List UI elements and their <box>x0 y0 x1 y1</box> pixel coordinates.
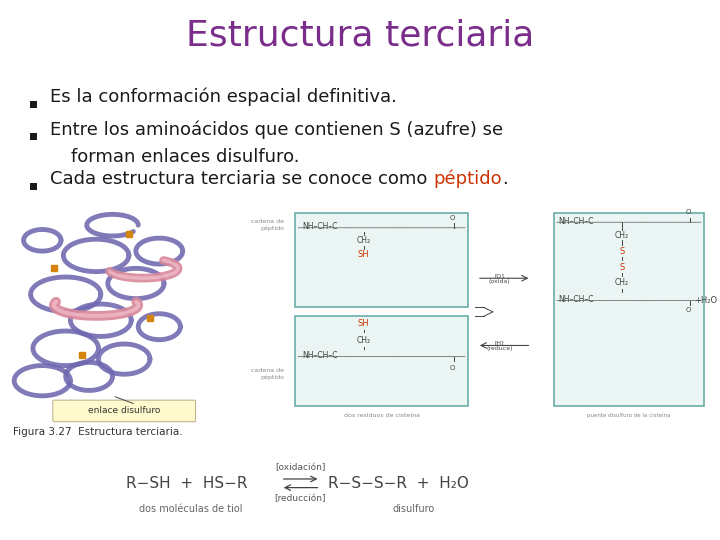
Text: S: S <box>619 247 625 256</box>
Bar <box>295 213 468 307</box>
Text: NH–CH–C: NH–CH–C <box>302 351 338 360</box>
Text: O: O <box>449 365 454 371</box>
Text: .: . <box>502 171 508 188</box>
Bar <box>30 133 37 140</box>
Text: Figura 3.27  Estructura terciaria.: Figura 3.27 Estructura terciaria. <box>13 427 183 437</box>
Text: CH₂: CH₂ <box>615 278 629 287</box>
Text: disulfuro: disulfuro <box>393 504 435 514</box>
Text: R−S−S−R  +  H₂O: R−S−S−R + H₂O <box>328 476 469 491</box>
Text: CH₂: CH₂ <box>356 336 371 346</box>
FancyBboxPatch shape <box>53 400 196 422</box>
Text: Estructura terciaria: Estructura terciaria <box>186 19 534 53</box>
Text: forman enlaces disulfuro.: forman enlaces disulfuro. <box>71 148 299 166</box>
Text: dos moléculas de tiol: dos moléculas de tiol <box>139 504 243 514</box>
Text: S: S <box>619 262 625 272</box>
Text: Cada estructura terciaria se conoce como: Cada estructura terciaria se conoce como <box>50 171 433 188</box>
Text: SH: SH <box>358 250 369 259</box>
Bar <box>295 316 468 406</box>
Bar <box>554 213 703 406</box>
Text: NH–CH–C: NH–CH–C <box>302 222 338 231</box>
Text: Es la conformación espacial definitiva.: Es la conformación espacial definitiva. <box>50 88 397 106</box>
Text: [O]
(oxida): [O] (oxida) <box>489 273 510 284</box>
Text: O: O <box>685 307 690 313</box>
Text: CH₂: CH₂ <box>356 235 371 245</box>
Text: [H]
(reduce): [H] (reduce) <box>486 340 513 351</box>
Text: dos residuos de cisteína: dos residuos de cisteína <box>343 413 420 418</box>
Text: puente disulfuro de la cisteína: puente disulfuro de la cisteína <box>587 413 670 418</box>
Bar <box>30 183 37 190</box>
Text: NH–CH–C: NH–CH–C <box>559 295 594 304</box>
Text: +H₂O: +H₂O <box>694 296 718 305</box>
Text: SH: SH <box>358 319 369 328</box>
Text: O: O <box>685 209 690 215</box>
Text: [reducción]: [reducción] <box>274 494 326 503</box>
Text: R−SH  +  HS−R: R−SH + HS−R <box>126 476 248 491</box>
Text: CH₂: CH₂ <box>615 231 629 240</box>
Text: cadena de
péptido: cadena de péptido <box>251 219 284 231</box>
Text: cadena de
péptido: cadena de péptido <box>251 368 284 380</box>
Text: [oxidación]: [oxidación] <box>275 463 325 472</box>
Bar <box>30 101 37 108</box>
Text: enlace disulfuro: enlace disulfuro <box>88 406 161 415</box>
Text: O: O <box>449 215 454 221</box>
Text: NH–CH–C: NH–CH–C <box>559 217 594 226</box>
Text: péptido: péptido <box>433 170 502 188</box>
Text: Entre los aminoácidos que contienen S (azufre) se: Entre los aminoácidos que contienen S (a… <box>50 120 503 139</box>
